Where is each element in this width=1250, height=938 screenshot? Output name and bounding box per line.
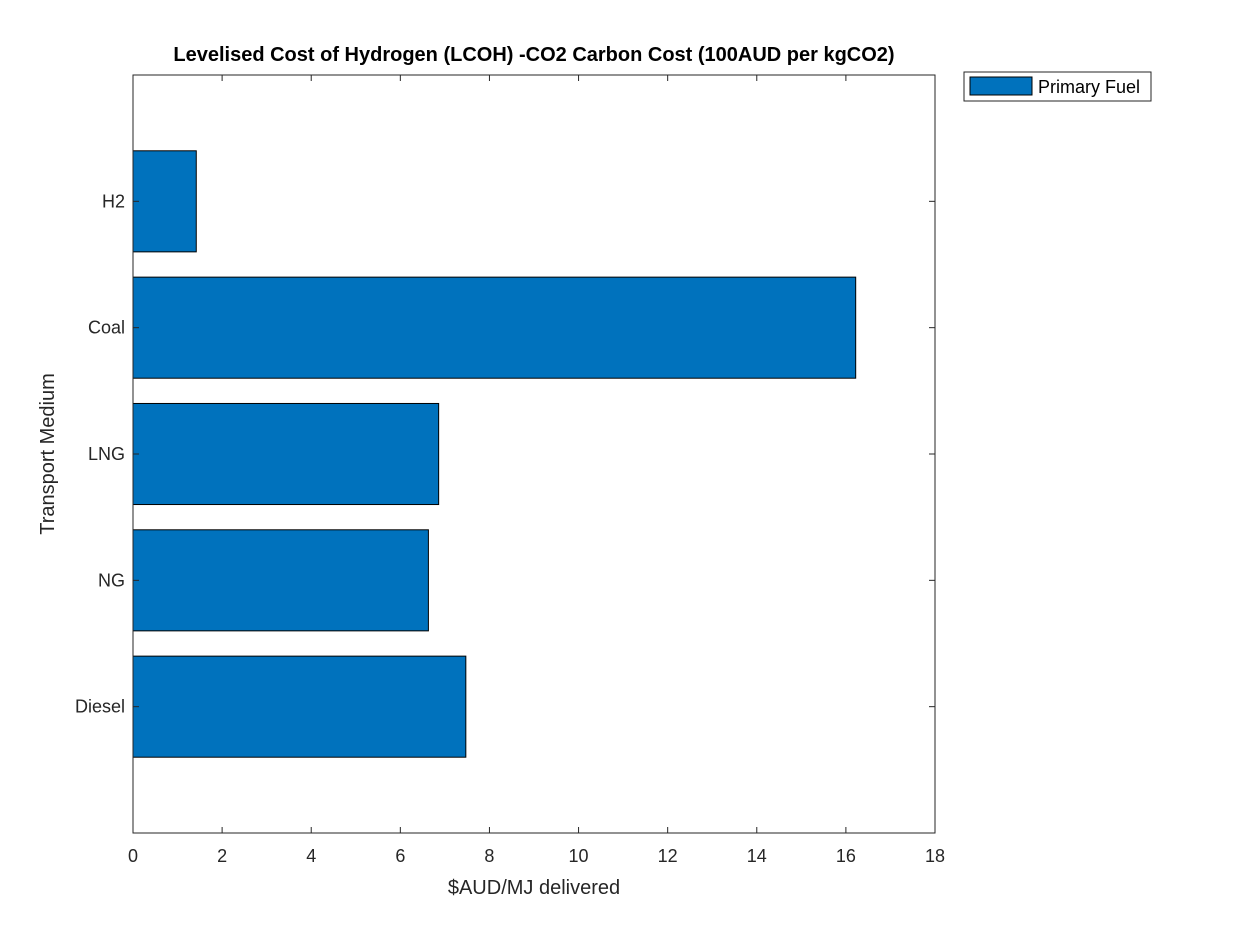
y-tick-label: Coal (88, 318, 125, 338)
bar-ng (132, 529, 429, 632)
x-tick-label: 16 (836, 846, 856, 866)
x-tick-label: 0 (128, 846, 138, 866)
x-tick-label: 18 (925, 846, 945, 866)
legend-swatch (969, 76, 1033, 96)
y-tick-label: LNG (88, 444, 125, 464)
x-tick-label: 14 (747, 846, 767, 866)
y-tick-label: H2 (102, 191, 125, 211)
y-axis: Diesel NG LNG Coal H2 (75, 191, 935, 717)
legend: Primary Fuel (963, 71, 1152, 102)
x-tick-label: 10 (569, 846, 589, 866)
chart-title: Levelised Cost of Hydrogen (LCOH) -CO2 C… (173, 44, 894, 66)
x-tick-label: 6 (395, 846, 405, 866)
x-axis-label: $AUD/MJ delivered (448, 877, 620, 899)
y-axis-label: Transport Medium (37, 373, 59, 535)
bar-lng (132, 402, 440, 506)
plot-area: 0 2 4 6 8 10 12 14 16 18 Diesel NG LNG Coal H2 (75, 74, 945, 866)
bars-layer (132, 150, 857, 758)
x-axis: 0 2 4 6 8 10 12 14 16 18 (128, 75, 945, 866)
legend-label: Primary Fuel (1038, 77, 1140, 97)
y-tick-label: Diesel (75, 697, 125, 717)
bar-diesel (132, 655, 467, 758)
x-tick-label: 2 (217, 846, 227, 866)
x-tick-label: 8 (484, 846, 494, 866)
x-tick-label: 12 (658, 846, 678, 866)
bar-h2 (132, 150, 197, 253)
y-tick-label: NG (98, 570, 125, 590)
bar-coal (132, 276, 857, 379)
x-tick-label: 4 (306, 846, 316, 866)
